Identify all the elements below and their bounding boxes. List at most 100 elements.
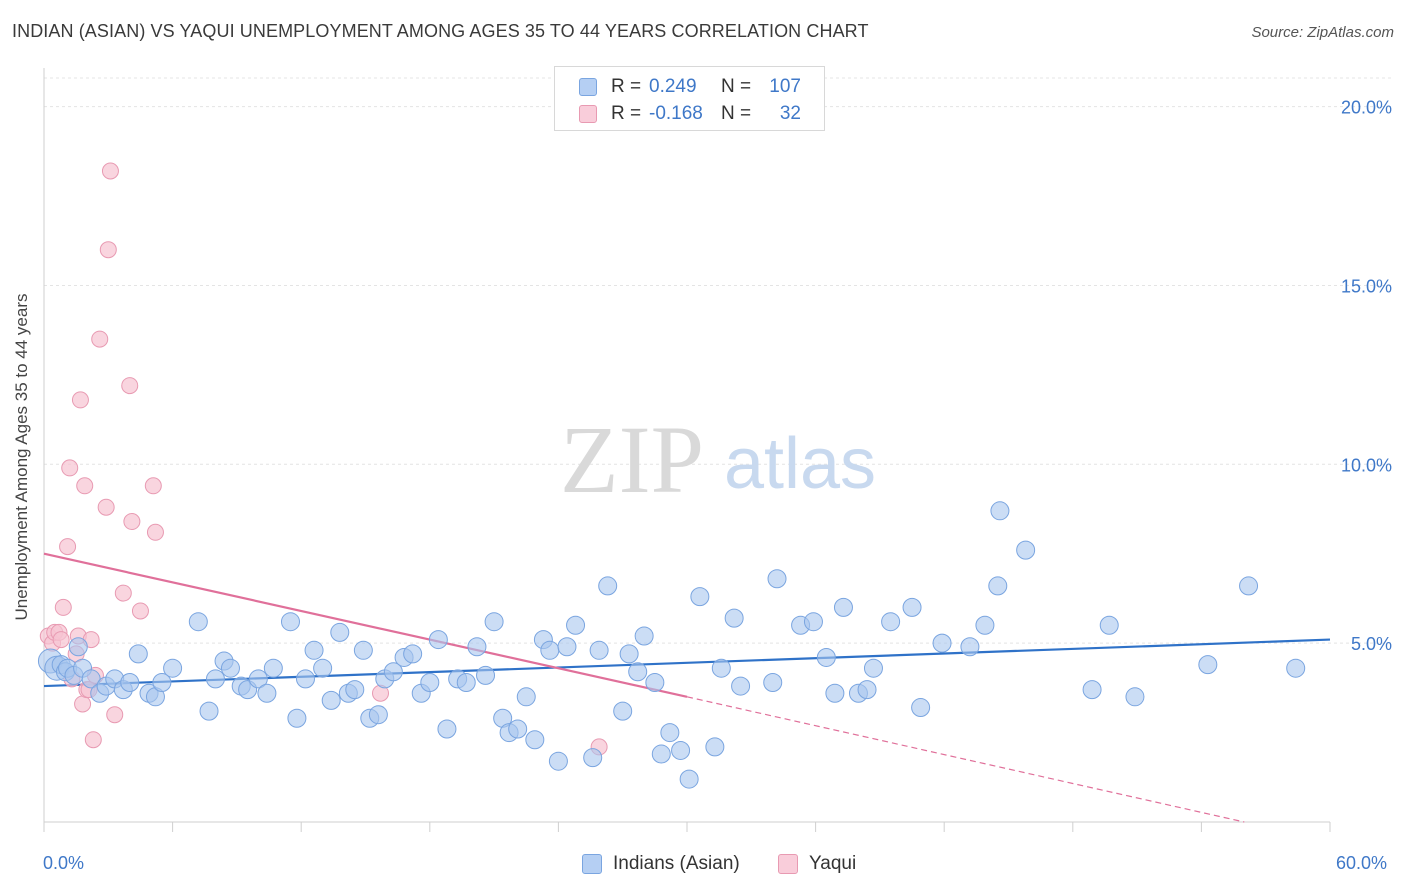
- yaqui-point: [52, 631, 70, 649]
- indians-point: [557, 637, 577, 657]
- indians-point: [566, 615, 586, 635]
- indians-point: [990, 501, 1010, 521]
- bottom-legend-label-yaqui: Yaqui: [809, 853, 857, 874]
- indians-point: [711, 658, 731, 678]
- correlation-legend: R = 0.249 N = 107 R = -0.168 N = 32: [554, 66, 825, 131]
- x-tick-label-max: 60.0%: [1336, 853, 1388, 873]
- bottom-legend-swatch-blue: [582, 854, 602, 874]
- indians-point: [598, 576, 618, 596]
- bottom-legend-label-indians: Indians (Asian): [613, 853, 740, 874]
- yaqui-point: [131, 602, 149, 620]
- bottom-legend-indians: Indians (Asian): [582, 850, 740, 878]
- yaqui-point: [61, 459, 79, 477]
- indians-point: [548, 751, 568, 771]
- indians-point: [613, 701, 633, 721]
- indians-point: [152, 673, 172, 692]
- indians-point: [988, 576, 1008, 596]
- indians-point: [1286, 658, 1306, 678]
- legend-r-value: 0.249: [649, 76, 697, 97]
- indians-point: [960, 637, 980, 657]
- legend-n-value: 32: [779, 103, 801, 124]
- legend-r-label: R =: [611, 103, 642, 124]
- legend-r-label: R =: [611, 76, 642, 97]
- watermark-atlas: atlas: [724, 424, 876, 504]
- indians-point: [257, 683, 277, 703]
- indians-point: [932, 633, 952, 653]
- yaqui-point: [71, 391, 89, 409]
- indians-point: [589, 640, 609, 660]
- indians-point: [403, 644, 423, 664]
- indians-point: [368, 705, 388, 725]
- indians-point: [628, 662, 648, 682]
- indians-point: [679, 769, 699, 789]
- indians-point: [280, 612, 300, 632]
- yaqui-point: [84, 731, 102, 749]
- yaqui-point: [59, 538, 77, 556]
- indians-point: [825, 683, 845, 703]
- legend-n-label: N =: [721, 76, 752, 97]
- indians-point: [634, 626, 654, 646]
- indians-point: [128, 644, 148, 664]
- bottom-legend-swatch-pink: [778, 854, 798, 874]
- legend-row-indians: R = 0.249 N = 107: [579, 74, 801, 100]
- indians-point: [705, 737, 725, 757]
- yaqui-point: [97, 498, 115, 516]
- indians-point: [188, 612, 208, 632]
- indians-point: [456, 673, 476, 692]
- yaqui-point: [121, 377, 139, 395]
- legend-n-value: 107: [769, 76, 801, 97]
- legend-n-label: N =: [721, 103, 752, 124]
- indians-point: [660, 723, 680, 743]
- yaqui-point: [106, 706, 124, 724]
- yaqui-point: [114, 584, 132, 602]
- indians-point: [467, 637, 487, 657]
- yaqui-point: [74, 695, 92, 713]
- indians-point: [120, 673, 140, 692]
- indians-point: [476, 665, 496, 685]
- indians-point: [1125, 687, 1145, 707]
- indians-point: [816, 647, 836, 667]
- indians-point: [420, 673, 440, 692]
- indians-point: [671, 740, 691, 760]
- indians-point: [645, 673, 665, 692]
- indians-point: [975, 615, 995, 635]
- trend-line-yaqui-extension: [686, 696, 1245, 823]
- indians-point: [484, 612, 504, 632]
- indians-point: [304, 640, 324, 660]
- yaqui-point: [144, 477, 162, 495]
- watermark-zip: ZIP: [560, 406, 704, 513]
- indians-point: [1198, 655, 1218, 675]
- indians-point: [525, 730, 545, 750]
- legend-swatch-pink: [579, 105, 597, 123]
- indians-point: [220, 658, 240, 678]
- indians-point: [330, 622, 350, 642]
- yaqui-point: [101, 162, 119, 180]
- indians-point: [651, 744, 671, 764]
- indians-point: [1099, 615, 1119, 635]
- axes: [43, 68, 1331, 832]
- watermark: ZIP atlas: [560, 406, 876, 513]
- indians-point: [437, 719, 457, 739]
- yaqui-point: [91, 330, 109, 348]
- indians-point: [1239, 576, 1259, 596]
- indians-point: [803, 612, 823, 632]
- indians-point: [163, 658, 183, 678]
- indians-point: [911, 698, 931, 718]
- x-tick-label-min: 0.0%: [43, 853, 85, 873]
- indians-point: [1082, 680, 1102, 700]
- y-tick-label: 20.0%: [1341, 98, 1392, 118]
- indians-point: [881, 612, 901, 632]
- indians-point: [205, 669, 225, 689]
- indians-point: [295, 669, 315, 689]
- legend-row-yaqui: R = -0.168 N = 32: [579, 101, 801, 127]
- indians-point: [248, 669, 268, 689]
- indians-point: [583, 748, 603, 768]
- indians-point: [863, 658, 883, 678]
- indians-point: [902, 597, 922, 617]
- indians-point: [68, 637, 88, 657]
- indians-point: [857, 680, 877, 700]
- indians-point: [619, 644, 639, 664]
- indians-point: [353, 640, 373, 660]
- indians-point: [833, 597, 853, 617]
